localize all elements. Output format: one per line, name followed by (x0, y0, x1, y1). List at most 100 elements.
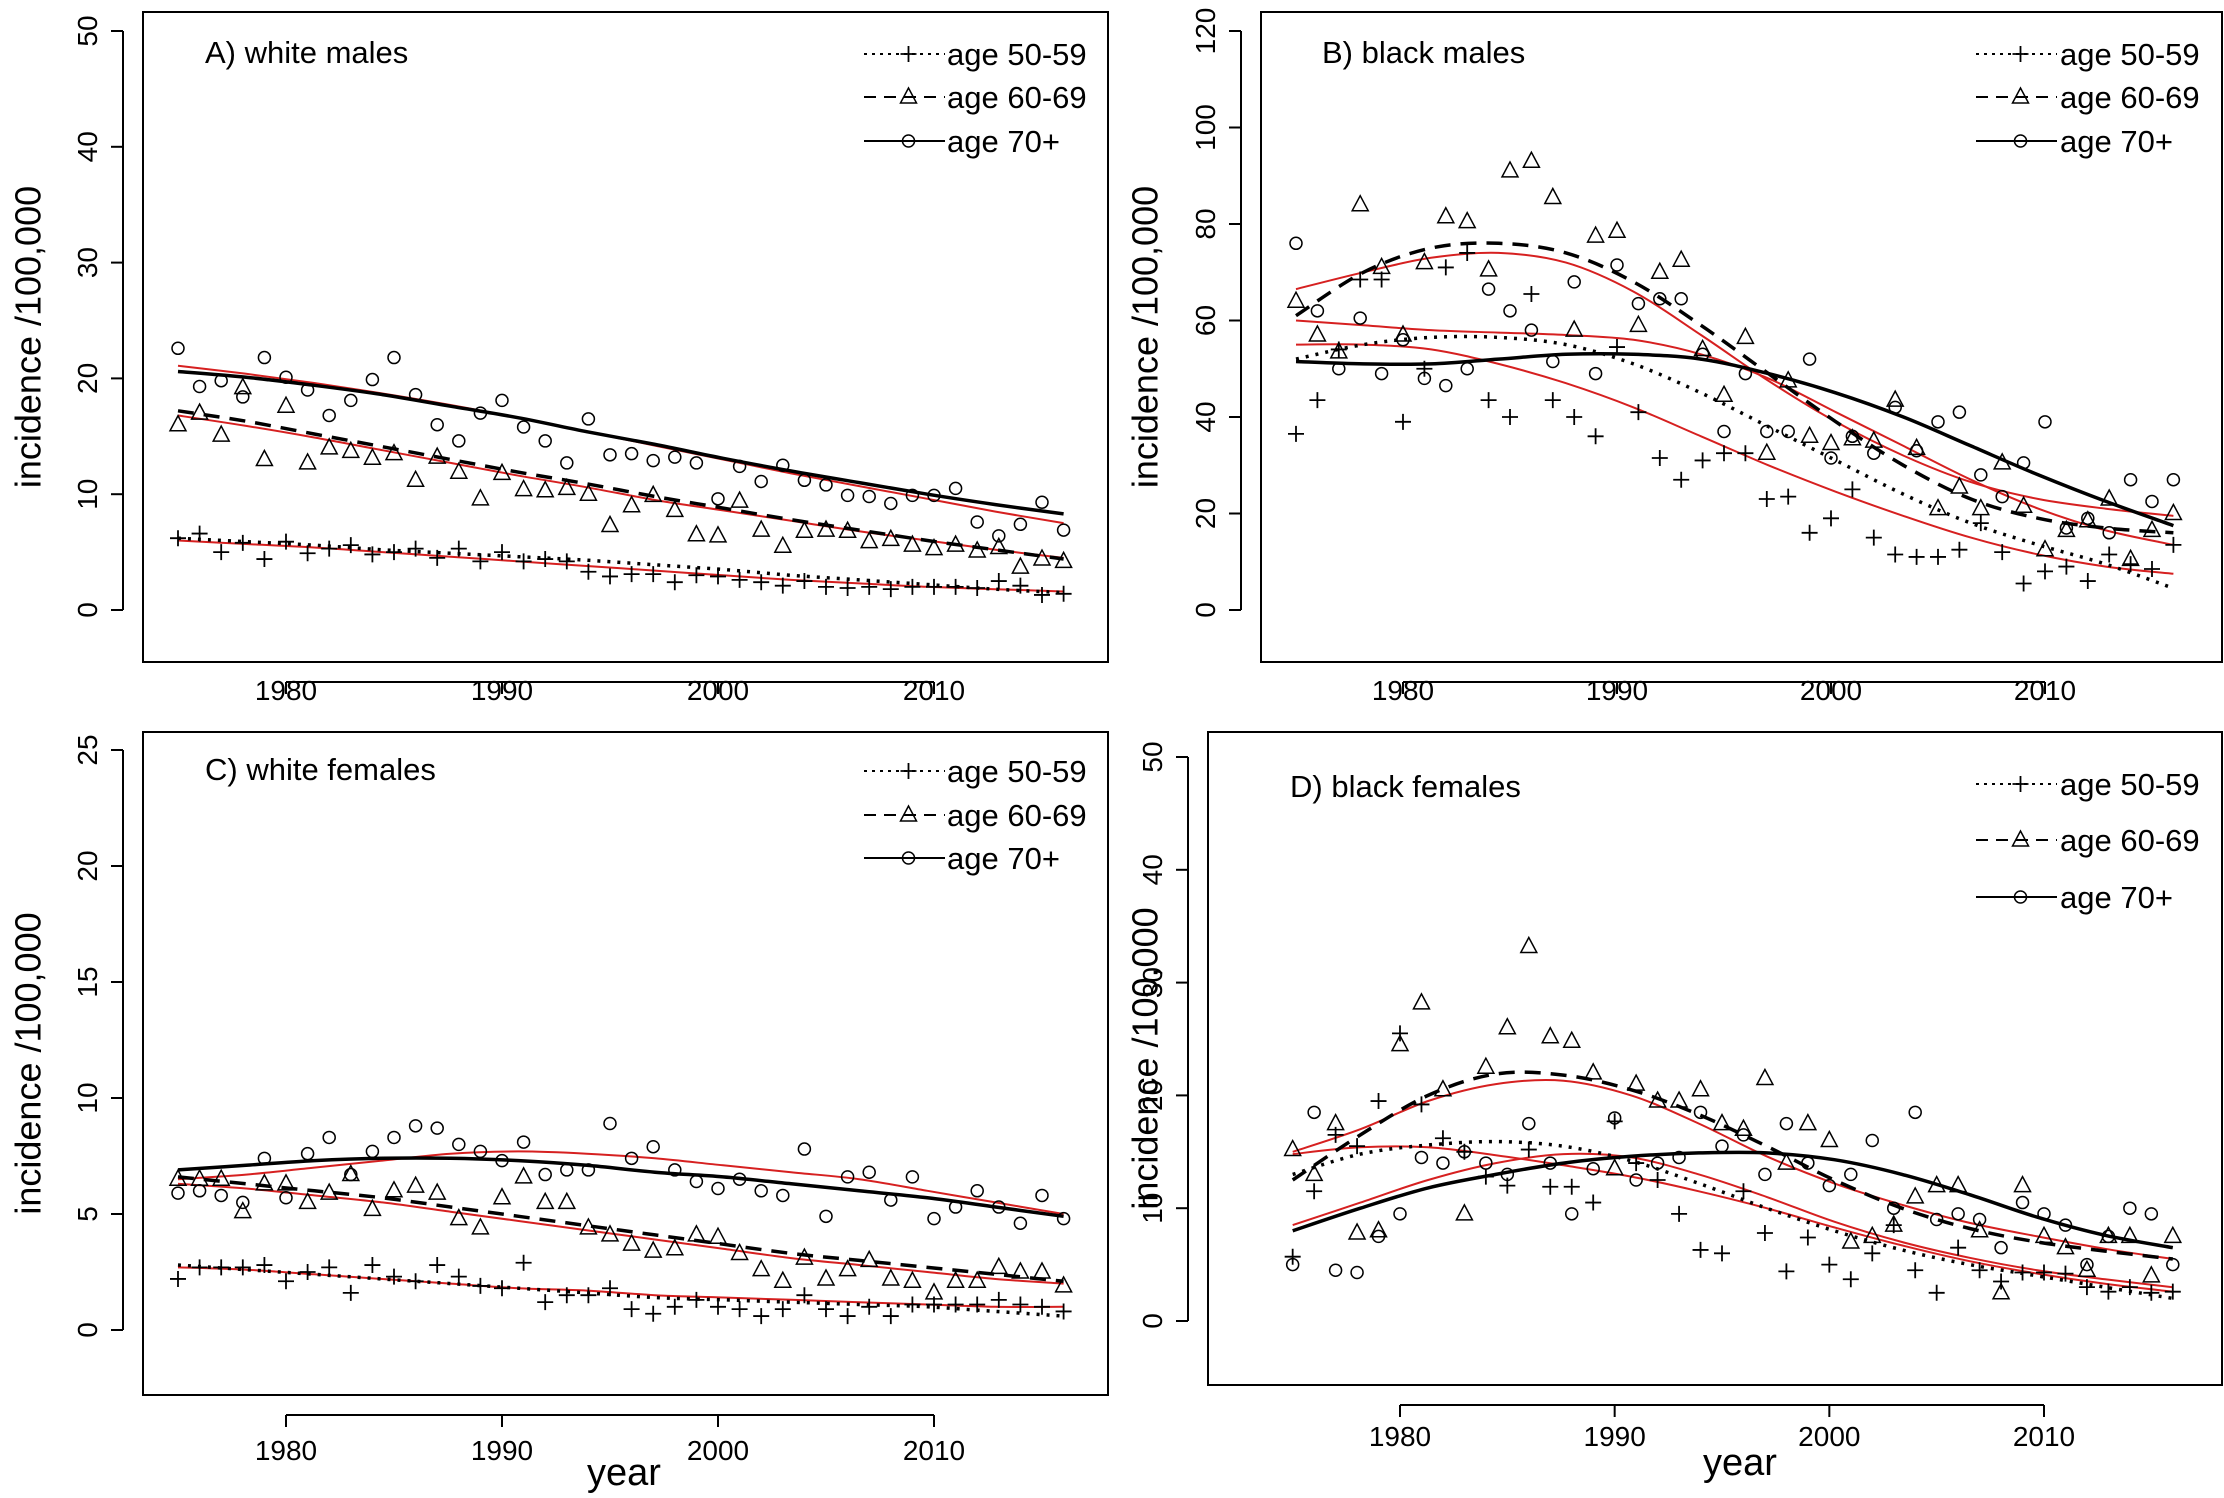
data-point (2080, 1257, 2094, 1272)
data-point (992, 1200, 1006, 1214)
data-point (1012, 1296, 1029, 1313)
data-point (2121, 548, 2140, 567)
data-point (881, 528, 901, 547)
data-point (1332, 362, 1346, 376)
data-point (322, 1130, 336, 1145)
data-point (257, 350, 272, 365)
data-point (1971, 1262, 1988, 1279)
fit-line-black (177, 369, 1064, 516)
data-point (450, 1268, 467, 1285)
data-point (753, 1308, 770, 1325)
fit-line-red (1295, 343, 2174, 575)
x-tick-label: 2010 (903, 675, 965, 706)
data-point (364, 546, 381, 563)
y-axis-label: incidence /100,000 (1125, 907, 1166, 1209)
data-point (947, 1296, 964, 1313)
data-point (168, 414, 188, 432)
data-point (233, 1201, 253, 1219)
data-point (387, 350, 401, 365)
data-point (1350, 1265, 1364, 1280)
data-point (1907, 1262, 1924, 1279)
data-point (1013, 517, 1028, 532)
data-point (1717, 424, 1731, 439)
data-point (494, 1280, 510, 1297)
data-point (731, 1301, 748, 1318)
data-point (643, 1240, 663, 1258)
legend-label: age 70+ (947, 124, 1060, 159)
data-point (624, 1151, 639, 1166)
data-point (754, 1184, 768, 1198)
data-point (711, 1181, 725, 1196)
data-point (1802, 352, 1817, 366)
data-point (192, 379, 207, 394)
data-point (1393, 1207, 1407, 1221)
data-point (233, 377, 253, 395)
data-point (1695, 347, 1710, 362)
data-point (1546, 354, 1560, 369)
data-point (602, 568, 618, 585)
data-point (1607, 220, 1627, 238)
data-point (537, 551, 554, 568)
fit-line-black (177, 1263, 1064, 1318)
data-point (1498, 1017, 1517, 1035)
legend-marker (900, 763, 917, 779)
data-point (1607, 1111, 1622, 1125)
data-point (946, 1270, 965, 1289)
data-point (1865, 1133, 1880, 1148)
data-point (1649, 1172, 1666, 1188)
data-point (300, 1146, 315, 1161)
data-point (1629, 314, 1648, 333)
data-point (1563, 1178, 1580, 1195)
data-point (1716, 445, 1732, 462)
data-point (1055, 585, 1072, 602)
data-point (344, 1167, 358, 1182)
data-point (2123, 1201, 2137, 1215)
y-tick-label: 80 (1190, 208, 1221, 239)
data-point (773, 535, 793, 554)
data-point (819, 478, 833, 492)
fit-line-black (177, 1156, 1064, 1219)
data-point (1928, 498, 1948, 516)
data-point (666, 1298, 683, 1315)
data-point (1799, 1229, 1816, 1246)
data-point (558, 553, 575, 570)
data-point (427, 1182, 447, 1200)
data-point (1035, 495, 1049, 510)
data-point (2100, 1283, 2117, 1300)
data-point (2144, 560, 2160, 577)
data-point (256, 1257, 273, 1274)
fit-line-red (177, 1150, 1064, 1215)
data-point (558, 1287, 575, 1304)
data-point (1588, 366, 1603, 381)
data-point (384, 1180, 404, 1198)
y-axis-label: incidence /100,000 (1125, 186, 1166, 488)
y-tick-label: 40 (1190, 401, 1221, 432)
data-point (1821, 1256, 1838, 1273)
data-point (2057, 519, 2076, 538)
data-point (2078, 510, 2098, 528)
data-point (708, 1226, 728, 1244)
x-tick-label: 2000 (687, 675, 749, 706)
data-point (1304, 1163, 1324, 1182)
panel-title: D) black females (1290, 769, 1521, 804)
data-point (538, 434, 552, 448)
data-point (1631, 296, 1646, 311)
data-point (1055, 1303, 1072, 1320)
data-point (1824, 451, 1838, 465)
data-point (1306, 1183, 1323, 1200)
x-tick-label: 2010 (2013, 1421, 2075, 1452)
data-point (1564, 319, 1584, 337)
data-point (1755, 1067, 1775, 1086)
data-point (1353, 311, 1367, 325)
data-point (1522, 150, 1541, 169)
y-tick-label: 10 (72, 479, 103, 510)
data-point (905, 488, 920, 503)
y-tick-label: 0 (1137, 1313, 1168, 1329)
data-point (1544, 392, 1561, 409)
data-point (2078, 1279, 2095, 1296)
data-point (1286, 290, 1306, 308)
data-point (365, 372, 380, 387)
data-point (731, 571, 748, 588)
data-point (537, 1294, 554, 1311)
data-point (256, 551, 273, 568)
